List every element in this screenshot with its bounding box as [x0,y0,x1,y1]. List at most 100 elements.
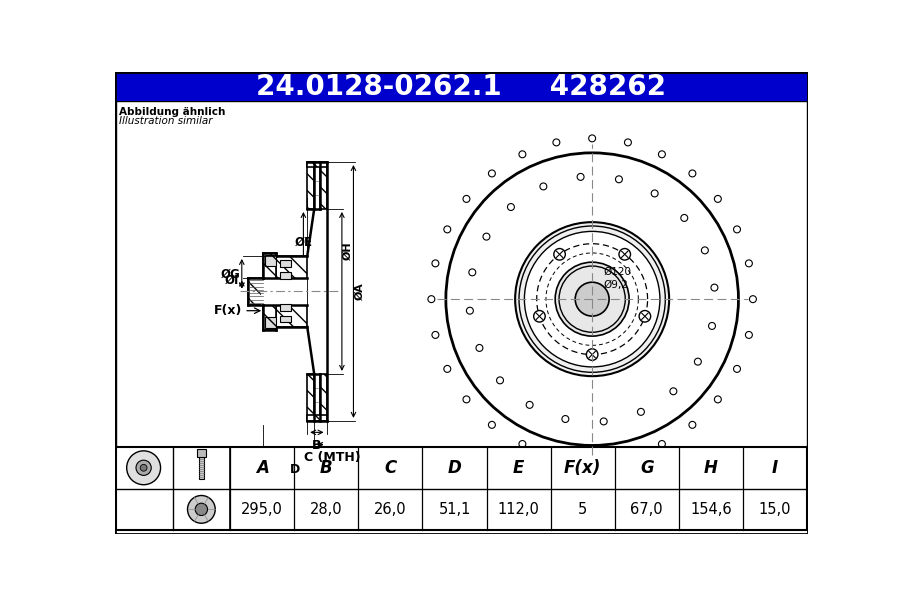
Circle shape [589,135,596,142]
Text: 28,0: 28,0 [310,502,343,517]
Circle shape [577,173,584,181]
Bar [307,374,314,421]
Circle shape [639,311,651,322]
Circle shape [483,233,490,240]
Bar [199,457,204,479]
Text: 24.0128-0262.1     428262: 24.0128-0262.1 428262 [256,73,666,101]
Bar [265,255,276,266]
Bar [115,101,807,447]
Circle shape [589,457,596,463]
Text: E: E [513,459,525,477]
Circle shape [519,226,665,372]
Bar [307,162,327,167]
Circle shape [489,170,495,177]
Circle shape [187,496,215,523]
Circle shape [600,418,608,425]
Circle shape [432,331,439,338]
Circle shape [562,416,569,422]
Circle shape [587,349,598,361]
Circle shape [554,248,565,260]
Text: 112,0: 112,0 [498,502,540,517]
Circle shape [466,307,473,314]
Bar [307,162,327,421]
Bar [280,260,291,267]
Circle shape [489,421,495,428]
Circle shape [446,153,738,445]
Text: 51,1: 51,1 [438,502,471,517]
Circle shape [625,139,632,146]
Bar [320,374,327,421]
Circle shape [625,452,632,460]
Text: 15,0: 15,0 [759,502,791,517]
Circle shape [463,396,470,403]
Circle shape [559,266,626,332]
Circle shape [497,377,503,384]
Circle shape [616,176,623,183]
Circle shape [670,388,677,395]
Circle shape [695,358,701,365]
Circle shape [508,203,515,211]
Circle shape [680,214,688,221]
Bar [280,272,291,278]
Circle shape [708,322,716,329]
Text: B: B [320,459,333,477]
Text: C: C [384,459,397,477]
Text: G: G [640,459,653,477]
Text: 154,6: 154,6 [690,502,732,517]
Circle shape [745,331,752,338]
Text: A: A [256,459,269,477]
Text: Illustration similar: Illustration similar [120,116,213,126]
Circle shape [469,269,476,276]
Circle shape [734,365,741,373]
Text: F(x): F(x) [213,304,242,317]
Circle shape [195,503,208,515]
Text: 26,0: 26,0 [374,502,407,517]
Bar [280,304,291,311]
Circle shape [701,247,708,254]
Text: I: I [772,459,778,477]
Circle shape [637,409,644,415]
Bar [264,253,276,330]
Bar [320,162,327,209]
Circle shape [519,151,526,158]
Bar [307,415,327,421]
Text: Ø120: Ø120 [604,267,632,277]
Circle shape [575,282,609,316]
Circle shape [553,139,560,146]
Circle shape [136,460,151,475]
Bar [307,162,314,209]
Text: C (MTH): C (MTH) [303,451,360,464]
Text: ØI: ØI [225,274,239,287]
Text: PARTS SOFT: PARTS SOFT [452,254,594,275]
Circle shape [745,260,752,267]
Circle shape [140,464,147,471]
Circle shape [711,284,718,291]
Text: ØA: ØA [355,283,365,301]
Bar [280,316,291,322]
Circle shape [659,151,665,158]
Circle shape [540,183,547,190]
Text: D: D [447,459,462,477]
Text: 5: 5 [578,502,588,517]
Text: Ø9,2: Ø9,2 [604,280,628,290]
Circle shape [515,222,670,376]
Text: Abbildung ähnlich: Abbildung ähnlich [120,107,226,116]
Circle shape [525,232,660,367]
Circle shape [715,196,721,202]
Circle shape [659,440,665,448]
Bar [115,72,808,101]
Circle shape [555,262,629,336]
Circle shape [428,296,435,302]
Circle shape [688,170,696,177]
Bar [265,317,276,328]
Bar [261,278,276,305]
Text: H: H [704,459,718,477]
Text: ØH: ØH [343,241,353,260]
Bar [276,256,307,327]
Bar [276,278,307,305]
Circle shape [444,365,451,373]
Circle shape [534,311,545,322]
Circle shape [715,396,721,403]
Text: B: B [312,439,321,452]
Circle shape [688,421,696,428]
